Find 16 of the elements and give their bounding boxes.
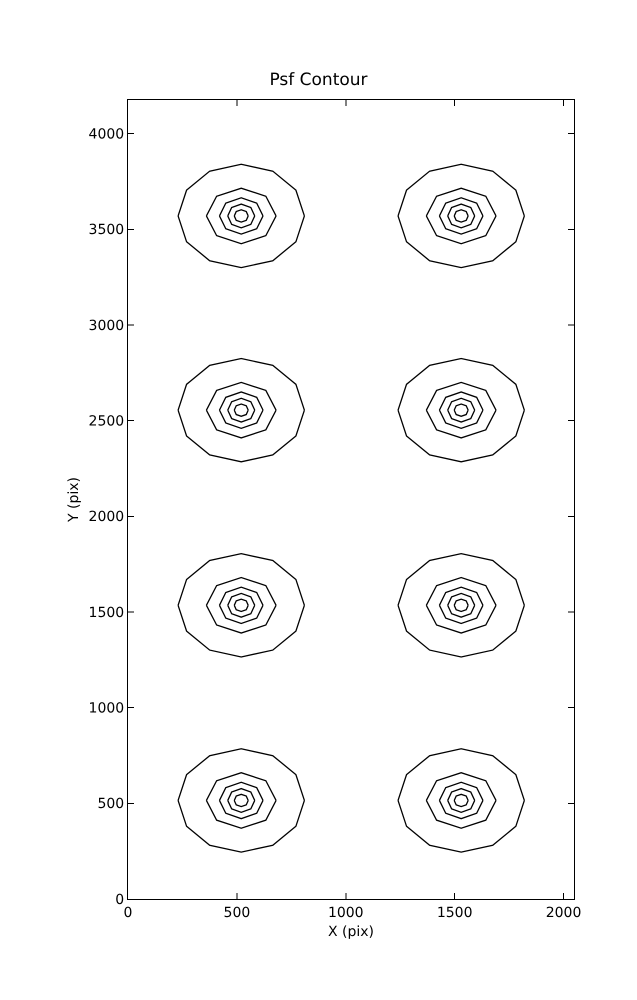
y-tick-label: 4000: [88, 126, 124, 143]
x-tick-label: 500: [224, 904, 250, 921]
y-tick-label: 1000: [88, 700, 124, 717]
y-tick-label: 3500: [88, 222, 124, 238]
x-tick-label: 1500: [436, 904, 472, 921]
y-tick-label: 1500: [88, 604, 124, 621]
x-axis-title: X (pix): [328, 924, 374, 940]
y-tick-label: 2500: [88, 414, 124, 430]
y-tick-label: 0: [115, 892, 124, 908]
y-axis-title: Y (pix): [66, 477, 82, 523]
x-tick-label: 1000: [328, 904, 364, 921]
chart-title: Psf Contour: [269, 70, 368, 90]
y-tick-label: 2000: [88, 509, 124, 526]
x-tick-label: 2000: [546, 904, 582, 921]
y-tick-label: 500: [97, 796, 124, 812]
y-tick-label: 3000: [88, 318, 124, 334]
